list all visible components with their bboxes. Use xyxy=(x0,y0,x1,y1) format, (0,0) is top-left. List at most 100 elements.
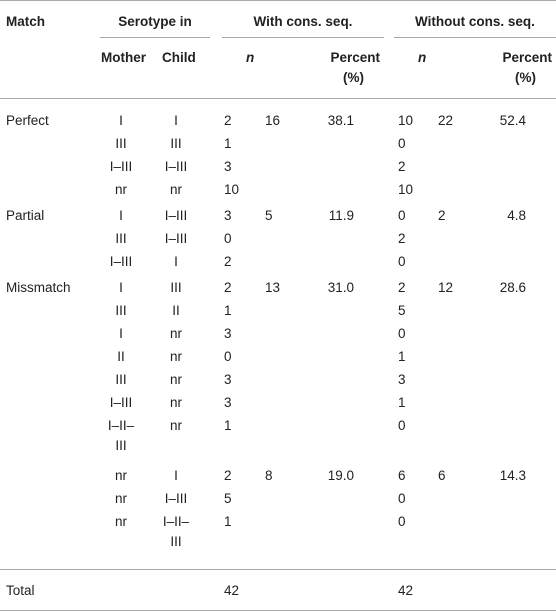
cell-mother: I–III xyxy=(109,395,133,410)
cell-n2: 2 xyxy=(398,231,406,246)
cell-n2: 0 xyxy=(398,514,406,529)
cell-child: I xyxy=(174,468,178,483)
cell-mother: I xyxy=(119,113,123,128)
cell-child: nr xyxy=(169,326,182,341)
cell-n2: 0 xyxy=(398,326,406,341)
cell-n1: 0 xyxy=(224,231,232,246)
cell-n1: 3 xyxy=(224,159,232,174)
cell-child: III xyxy=(170,136,182,151)
header-serotype-in: Serotype in xyxy=(118,14,192,29)
cell-child: III xyxy=(170,534,182,549)
cell-child: I–III xyxy=(164,208,188,223)
header-rule xyxy=(0,98,556,99)
cell-pct2: 52.4 xyxy=(499,113,526,128)
cell-n1: 2 xyxy=(224,468,232,483)
cell-child: nr xyxy=(169,395,182,410)
cell-n1: 1 xyxy=(224,136,232,151)
cell-sub1: 5 xyxy=(265,208,273,223)
cell-n1: 3 xyxy=(224,326,232,341)
cell-mother: nr xyxy=(114,182,127,197)
header-percent-unit-with: (%) xyxy=(343,70,364,85)
cell-pct1: 19.0 xyxy=(327,468,354,483)
cell-mother: III xyxy=(115,231,127,246)
cell-mother: nr xyxy=(114,468,127,483)
cell-pct1: 11.9 xyxy=(328,208,354,223)
header-without-cons-seq: Without cons. seq. xyxy=(415,14,535,29)
cell-n2: 0 xyxy=(398,491,406,506)
cell-match: Partial xyxy=(6,208,45,223)
header-match: Match xyxy=(6,14,46,29)
cell-match: Perfect xyxy=(6,113,49,128)
without-cons-underline xyxy=(394,37,556,38)
cell-mother: I–II– xyxy=(107,418,135,433)
cell-n2: 10 xyxy=(398,182,414,197)
cell-n1: 2 xyxy=(224,254,232,269)
cell-child: I xyxy=(174,254,178,269)
cell-n2: 5 xyxy=(398,303,406,318)
cell-pct2: 14.3 xyxy=(499,468,526,483)
cell-n2: 0 xyxy=(398,208,406,223)
header-child: Child xyxy=(162,50,196,65)
bottom-rule xyxy=(0,610,556,611)
cell-sub2: 6 xyxy=(438,468,446,483)
total-n-without: 42 xyxy=(398,583,414,598)
cell-mother: III xyxy=(115,136,127,151)
cell-n2: 0 xyxy=(398,136,406,151)
cell-n1: 3 xyxy=(224,372,232,387)
cell-pct1: 31.0 xyxy=(327,280,354,295)
cell-sub1: 16 xyxy=(265,113,281,128)
header-percent-with: Percent xyxy=(330,50,380,65)
cell-n1: 3 xyxy=(224,208,232,223)
with-cons-underline xyxy=(222,37,384,38)
cell-mother: III xyxy=(115,438,127,453)
cell-n1: 5 xyxy=(224,491,232,506)
cell-n2: 1 xyxy=(398,395,406,410)
cell-n2: 3 xyxy=(398,372,406,387)
cell-pct2: 28.6 xyxy=(499,280,526,295)
header-mother: Mother xyxy=(101,50,146,65)
header-with-cons-seq: With cons. seq. xyxy=(253,14,353,29)
cell-child: I–III xyxy=(164,159,188,174)
serotype-underline xyxy=(100,37,210,38)
cell-n1: 2 xyxy=(224,280,232,295)
total-label: Total xyxy=(6,583,35,598)
cell-mother: I xyxy=(119,326,123,341)
cell-n2: 2 xyxy=(398,159,406,174)
cell-n1: 0 xyxy=(224,349,232,364)
header-n-without: n xyxy=(418,50,427,65)
cell-mother: nr xyxy=(114,514,127,529)
cell-n2: 1 xyxy=(398,349,406,364)
total-rule xyxy=(0,569,556,570)
cell-pct2: 4.8 xyxy=(507,208,526,223)
cell-n1: 10 xyxy=(224,182,240,197)
cell-n2: 0 xyxy=(398,254,406,269)
cell-n2: 0 xyxy=(398,418,406,433)
cell-child: I–II– xyxy=(162,514,190,529)
cell-sub2: 22 xyxy=(438,113,454,128)
top-rule xyxy=(0,0,556,1)
cell-sub1: 13 xyxy=(265,280,281,295)
cell-n1: 1 xyxy=(224,418,232,433)
cell-mother: I xyxy=(119,280,123,295)
total-n-with: 42 xyxy=(224,583,240,598)
cell-child: I xyxy=(174,113,178,128)
cell-n1: 3 xyxy=(224,395,232,410)
header-percent-unit-without: (%) xyxy=(515,70,536,85)
cell-mother: II xyxy=(117,349,125,364)
cell-pct1: 38.1 xyxy=(327,113,354,128)
cell-child: I–III xyxy=(164,231,188,246)
cell-mother: III xyxy=(115,303,127,318)
cell-mother: I–III xyxy=(109,159,133,174)
header-n-with: n xyxy=(246,50,255,65)
cell-match: Missmatch xyxy=(6,280,71,295)
cell-child: II xyxy=(172,303,180,318)
cell-sub2: 12 xyxy=(438,280,454,295)
cell-child: I–III xyxy=(164,491,188,506)
cell-child: nr xyxy=(169,418,182,433)
cell-child: nr xyxy=(169,372,182,387)
cell-n2: 6 xyxy=(398,468,406,483)
cell-n1: 1 xyxy=(224,514,232,529)
cell-mother: III xyxy=(115,372,127,387)
cell-n1: 1 xyxy=(224,303,232,318)
cell-sub1: 8 xyxy=(265,468,273,483)
